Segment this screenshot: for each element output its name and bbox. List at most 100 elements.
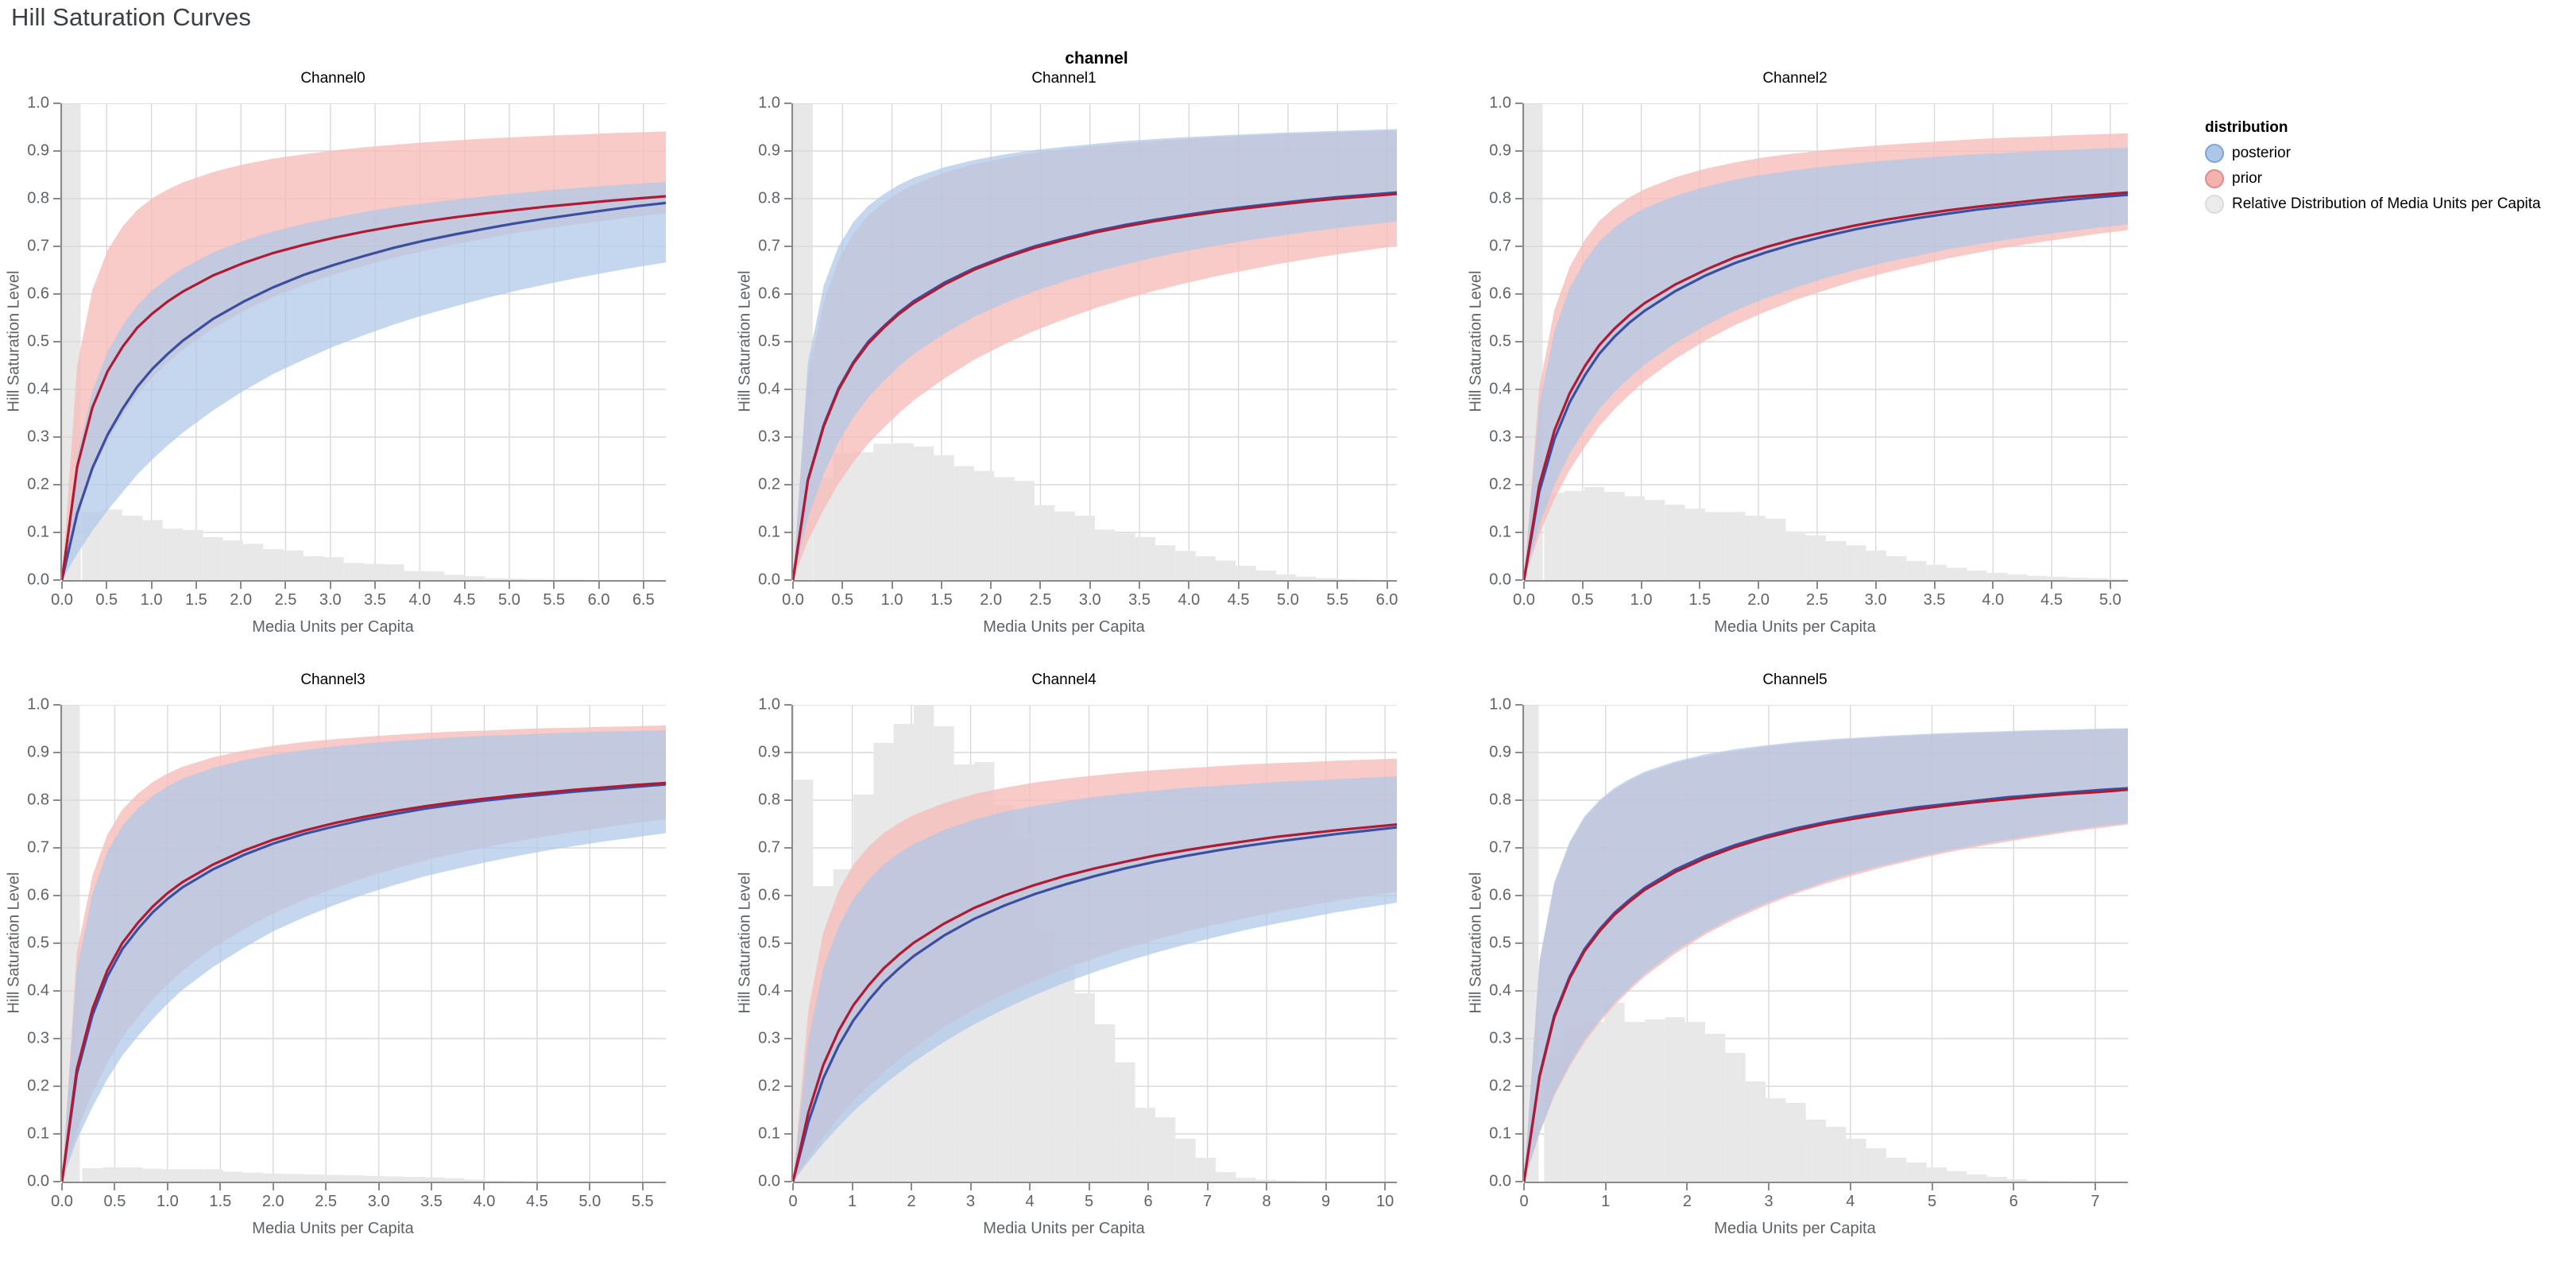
x-tick-mark — [483, 1183, 485, 1190]
prior-median-line — [793, 823, 1397, 1182]
posterior-credible-band — [793, 776, 1397, 1182]
histogram-bar — [2107, 578, 2128, 580]
histogram-bar — [142, 520, 163, 580]
x-tick-label: 5.5 — [1326, 591, 1349, 609]
legend-item-posterior[interactable]: posterior — [2205, 144, 2570, 163]
y-tick-label: 0.7 — [1489, 237, 1511, 255]
legend-item-media-distribution[interactable]: Relative Distribution of Media Units per… — [2205, 195, 2570, 214]
y-tick-label: 0.9 — [758, 141, 780, 160]
facet-header-channel: channel — [1065, 49, 1128, 68]
histogram-bar — [2027, 1180, 2048, 1182]
histogram-bar — [2087, 578, 2108, 580]
y-tick-mark — [784, 150, 791, 152]
y-tick-label: 0.0 — [758, 571, 780, 589]
prior-median-line — [1524, 191, 2128, 580]
histogram-bar — [1986, 1177, 2007, 1182]
y-tick-mark — [1515, 436, 1522, 438]
x-tick-label: 1.0 — [880, 591, 903, 609]
posterior-median-line — [62, 783, 666, 1182]
histogram-bar — [1236, 566, 1256, 580]
histogram-bar — [364, 1175, 385, 1182]
histogram-bar — [1014, 481, 1035, 580]
histogram-bar — [1336, 578, 1357, 580]
x-tick-mark — [1992, 582, 1994, 589]
histogram-bar — [873, 443, 894, 580]
histogram-bar — [1886, 556, 1907, 580]
histogram-bar — [1054, 967, 1075, 1182]
y-tick-label: 0.9 — [1489, 141, 1511, 160]
legend-item-prior[interactable]: prior — [2205, 169, 2570, 188]
y-tick-mark — [784, 389, 791, 390]
y-tick-label: 0.6 — [1489, 886, 1511, 904]
x-tick-label: 6.0 — [1375, 591, 1398, 609]
histogram-bar — [464, 576, 485, 580]
y-tick-label: 0.4 — [27, 380, 49, 398]
histogram-bar — [1296, 576, 1317, 580]
y-tick-label: 0.7 — [27, 838, 49, 857]
plot-svg — [1524, 705, 2128, 1182]
histogram-bar — [1054, 511, 1075, 580]
y-axis-label: Hill Saturation Level — [1467, 270, 1485, 412]
histogram-bar — [1947, 1170, 1967, 1182]
histogram-bar — [1725, 512, 1746, 580]
histogram-bar — [142, 1168, 163, 1182]
x-axis-label: Media Units per Capita — [252, 618, 414, 636]
x-tick-label: 1 — [847, 1193, 857, 1210]
y-tick-label: 0.8 — [27, 189, 49, 207]
y-tick-mark — [53, 484, 60, 486]
histogram-bar — [82, 1168, 102, 1182]
y-tick-label: 0.7 — [758, 838, 780, 857]
y-tick-label: 0.4 — [758, 380, 780, 398]
x-tick-label: 1.5 — [1688, 591, 1712, 609]
y-tick-label: 1.0 — [27, 94, 49, 112]
plot-svg — [793, 705, 1397, 1182]
y-tick-label: 0.5 — [758, 934, 780, 952]
histogram-bar — [162, 528, 183, 580]
x-tick-label: 3 — [1764, 1193, 1773, 1210]
histogram-bar — [263, 1173, 284, 1182]
x-tick-mark — [1325, 1183, 1327, 1190]
y-tick-mark — [784, 246, 791, 247]
x-tick-label: 4.0 — [408, 591, 431, 609]
x-tick-mark — [1089, 582, 1091, 589]
y-tick-mark — [1515, 484, 1522, 486]
y-tick-mark — [53, 799, 60, 801]
x-tick-mark — [1088, 1183, 1090, 1190]
legend-swatch-prior — [2205, 169, 2224, 188]
histogram-bar — [1074, 516, 1095, 580]
x-tick-mark — [911, 1183, 913, 1190]
x-tick-mark — [1523, 1183, 1525, 1190]
panel-title: Channel3 — [300, 671, 366, 688]
x-tick-mark — [1336, 582, 1339, 589]
x-tick-mark — [1699, 582, 1701, 589]
histogram-bar — [222, 1171, 243, 1182]
histogram-bar — [424, 571, 445, 580]
y-tick-label: 1.0 — [27, 695, 49, 714]
y-axis-label: Hill Saturation Level — [1467, 872, 1485, 1014]
histogram-bar — [203, 537, 223, 580]
x-axis-line — [1524, 1182, 2128, 1183]
histogram-bar — [162, 1169, 183, 1182]
y-tick-mark — [784, 704, 791, 706]
x-tick-mark — [1029, 1183, 1031, 1190]
y-axis-line — [60, 103, 62, 580]
x-tick-label: 7 — [2091, 1193, 2100, 1210]
x-axis-label: Media Units per Capita — [1714, 1220, 1876, 1237]
plot-area — [1524, 103, 2128, 580]
y-axis-line — [1522, 103, 1524, 580]
x-tick-mark — [1039, 582, 1042, 589]
y-tick-mark — [784, 752, 791, 753]
x-tick-label: 0.5 — [103, 1193, 126, 1210]
y-tick-mark — [53, 150, 60, 152]
histogram-bar — [1255, 571, 1276, 580]
x-tick-label: 0.5 — [95, 591, 118, 609]
y-tick-label: 0.0 — [27, 571, 49, 589]
plot-svg — [793, 103, 1397, 580]
y-tick-mark — [784, 799, 791, 801]
y-tick-label: 0.0 — [758, 1172, 780, 1190]
y-tick-label: 0.7 — [27, 237, 49, 255]
y-tick-label: 0.7 — [758, 237, 780, 255]
panel-title: Channel4 — [1031, 671, 1097, 688]
facet-grid: Channel0 0.0 0.1 0.2 0.3 0.4 0.5 0.6 0.7 0.8 0.9 1.… — [0, 70, 2193, 1273]
plot-svg — [1524, 103, 2128, 580]
